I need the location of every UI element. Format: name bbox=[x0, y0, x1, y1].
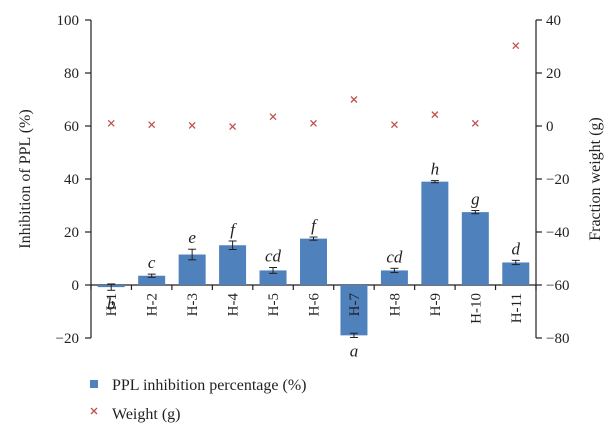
significance-letter-H-3: e bbox=[188, 228, 196, 247]
left-y-ticks: 100 80 60 40 20 0 −20 bbox=[56, 13, 91, 347]
weight-marker-H-9 bbox=[431, 111, 439, 119]
weight-marker-H-6 bbox=[310, 119, 317, 127]
legend-bar-swatch bbox=[90, 380, 98, 388]
bar-H-11 bbox=[502, 262, 530, 285]
category-label-H-9: H-9 bbox=[428, 293, 444, 316]
category-label-H-10: H-10 bbox=[468, 293, 484, 324]
weight-marker-H-5 bbox=[269, 113, 277, 121]
legend: PPL inhibition percentage (%) Weight (g) bbox=[90, 377, 306, 423]
weight-marker-H-10 bbox=[471, 119, 479, 127]
right-tick-label: −20 bbox=[546, 172, 569, 188]
significance-letter-H-11: d bbox=[512, 239, 521, 258]
significance-letter-H-8: cd bbox=[386, 247, 403, 266]
bar-H-6 bbox=[300, 238, 327, 285]
category-labels: H-1 H-2 H-3 H-4 H-5 H-6 H-7 H-8 H-9 H-10 H-11 bbox=[104, 293, 525, 324]
left-tick-label: 0 bbox=[72, 278, 80, 294]
weight-marker-H-1 bbox=[107, 119, 115, 127]
left-tick-label: 80 bbox=[64, 66, 79, 82]
category-label-H-8: H-8 bbox=[387, 293, 403, 316]
left-tick-label: 20 bbox=[64, 225, 79, 241]
legend-weight-label: Weight (g) bbox=[112, 406, 180, 423]
error-bars bbox=[107, 180, 520, 338]
significance-letter-H-2: c bbox=[148, 253, 156, 272]
right-tick-label: 40 bbox=[546, 13, 561, 29]
category-label-H-3: H-3 bbox=[185, 293, 201, 316]
y-axis-title: Inhibition of PPL (%) bbox=[17, 109, 34, 248]
category-label-H-11: H-11 bbox=[509, 293, 525, 323]
y2-axis-title: Fraction weight (g) bbox=[587, 117, 604, 241]
right-tick-label: −80 bbox=[546, 331, 569, 347]
significance-letter-H-6: f bbox=[311, 216, 318, 235]
right-y-ticks: 40 20 0 −20 −40 −60 −80 bbox=[536, 13, 569, 347]
weight-marker-H-3 bbox=[188, 122, 196, 129]
category-label-H-6: H-6 bbox=[307, 293, 323, 317]
weight-series bbox=[107, 42, 520, 130]
left-tick-label: −20 bbox=[56, 331, 79, 347]
weight-marker-H-4 bbox=[229, 123, 237, 130]
bar-H-2 bbox=[138, 275, 166, 285]
category-label-H-1: H-1 bbox=[104, 293, 120, 316]
category-label-H-4: H-4 bbox=[226, 293, 242, 317]
legend-x-marker bbox=[90, 407, 98, 415]
weight-marker-H-7 bbox=[350, 96, 358, 103]
right-tick-label: 0 bbox=[546, 119, 554, 135]
legend-bar-label: PPL inhibition percentage (%) bbox=[112, 377, 306, 394]
weight-marker-H-2 bbox=[148, 121, 156, 129]
weight-marker-H-8 bbox=[390, 121, 398, 129]
right-tick-label: 20 bbox=[546, 66, 561, 82]
left-tick-label: 40 bbox=[64, 172, 79, 188]
left-tick-label: 60 bbox=[64, 119, 79, 135]
significance-letters: b c e f cd f a cd h g d bbox=[107, 160, 521, 361]
significance-letter-H-10: g bbox=[471, 190, 480, 209]
category-label-H-5: H-5 bbox=[266, 293, 282, 316]
weight-marker-H-11 bbox=[512, 42, 520, 50]
category-ticks bbox=[90, 285, 537, 290]
bar-H-7 bbox=[340, 285, 368, 336]
right-tick-label: −60 bbox=[546, 278, 569, 294]
bar-H-10 bbox=[461, 212, 489, 285]
bar-H-5 bbox=[259, 270, 287, 285]
significance-letter-H-9: h bbox=[431, 160, 440, 179]
bar-series bbox=[97, 181, 530, 336]
bar-H-8 bbox=[380, 270, 408, 285]
right-tick-label: −40 bbox=[546, 225, 569, 241]
significance-letter-H-5: cd bbox=[265, 247, 282, 266]
bar-H-4 bbox=[219, 245, 247, 285]
legend-weight-marker bbox=[90, 407, 98, 415]
left-tick-label: 100 bbox=[57, 13, 80, 29]
significance-letter-H-7: a bbox=[350, 341, 359, 360]
bar-H-9 bbox=[421, 181, 449, 285]
category-label-H-7: H-7 bbox=[347, 293, 363, 317]
significance-letter-H-1: b bbox=[107, 294, 116, 313]
category-label-H-2: H-2 bbox=[145, 293, 161, 316]
significance-letter-H-4: f bbox=[230, 220, 237, 239]
